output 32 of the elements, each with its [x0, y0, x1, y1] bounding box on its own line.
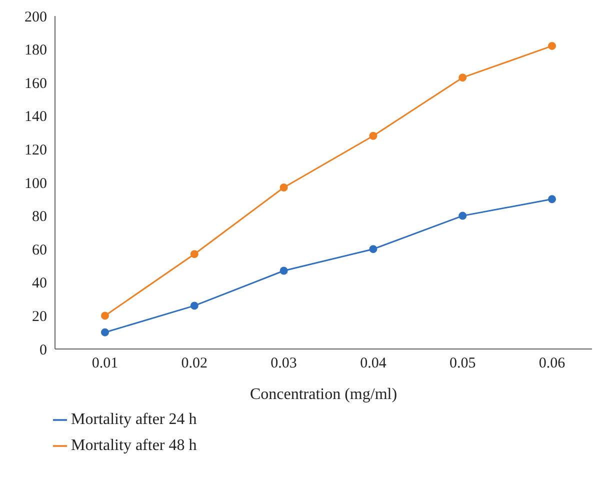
point [190, 250, 198, 258]
x-tick-label: 0.01 [92, 356, 118, 372]
y-tick-label: 40 [32, 276, 47, 292]
point [101, 328, 109, 336]
y-tick-label: 140 [24, 109, 47, 126]
legend-label: Mortality after 24 h [71, 411, 197, 428]
point [548, 42, 556, 50]
y-tick-label: 60 [32, 242, 47, 258]
y-tick-label: 180 [24, 42, 47, 59]
x-tick-label: 0.03 [270, 356, 297, 372]
x-tick-label: 0.02 [181, 356, 208, 372]
y-tick-label: 200 [24, 9, 47, 26]
y-tick-label: 0 [40, 342, 47, 358]
point [548, 195, 556, 204]
x-tick-label: 0.05 [449, 356, 476, 372]
y-tick-label: 160 [24, 76, 47, 92]
y-tick-label: 20 [32, 309, 47, 326]
y-tick-label: 100 [24, 176, 47, 192]
legend-label: Mortality after 48 h [71, 437, 197, 454]
point [190, 302, 198, 310]
x-tick-label: 0.06 [538, 356, 566, 372]
y-tick-label: 80 [32, 209, 47, 226]
y-tick-label: 120 [24, 142, 47, 159]
point [101, 312, 109, 320]
x-tick-label: 0.04 [360, 356, 387, 372]
point [280, 266, 288, 275]
x-axis-title: Concentration (mg/ml) [250, 386, 398, 403]
point [369, 245, 378, 254]
point [458, 212, 467, 220]
point [369, 132, 378, 140]
point [280, 183, 288, 192]
point [458, 74, 467, 82]
